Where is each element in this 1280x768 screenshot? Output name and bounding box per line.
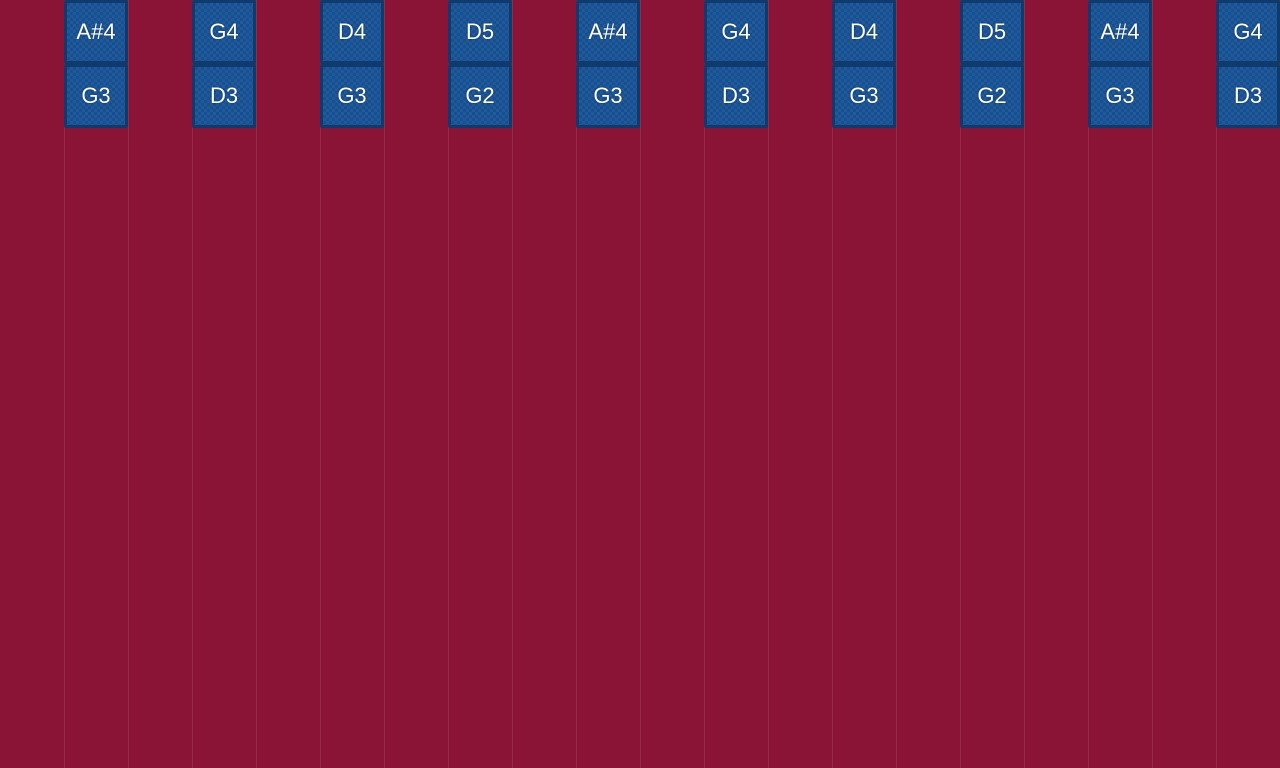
note-tile[interactable]: G3 <box>832 64 896 128</box>
column-divider <box>448 0 449 768</box>
note-label: G3 <box>81 83 111 108</box>
note-tile[interactable]: D3 <box>192 64 256 128</box>
note-label: G3 <box>337 83 367 108</box>
note-tile[interactable]: G2 <box>960 64 1024 128</box>
note-label: G2 <box>977 83 1007 108</box>
column-divider <box>128 0 129 768</box>
note-label: D3 <box>209 83 239 108</box>
note-label: G3 <box>593 83 623 108</box>
column-divider <box>960 0 961 768</box>
column-divider <box>320 0 321 768</box>
note-label: G4 <box>209 19 239 44</box>
note-tile[interactable]: G4 <box>704 0 768 64</box>
note-tile[interactable]: D3 <box>1216 64 1280 128</box>
note-label: A#4 <box>1100 19 1140 44</box>
column-divider <box>1152 0 1153 768</box>
note-tile[interactable]: A#4 <box>576 0 640 64</box>
note-label: D3 <box>721 83 751 108</box>
note-label: A#4 <box>76 19 116 44</box>
column-divider <box>896 0 897 768</box>
note-label: G3 <box>1105 83 1135 108</box>
column-divider <box>256 0 257 768</box>
column-divider <box>1216 0 1217 768</box>
note-label: D4 <box>337 19 367 44</box>
note-tile[interactable]: G4 <box>192 0 256 64</box>
note-tile[interactable]: G3 <box>64 64 128 128</box>
column-divider <box>64 0 65 768</box>
note-label: D5 <box>465 19 495 44</box>
note-tile[interactable]: D3 <box>704 64 768 128</box>
note-tile[interactable]: D5 <box>448 0 512 64</box>
column-divider <box>512 0 513 768</box>
note-tile[interactable]: G3 <box>320 64 384 128</box>
column-divider <box>768 0 769 768</box>
note-tile[interactable]: G3 <box>1088 64 1152 128</box>
note-label: G4 <box>721 19 751 44</box>
note-tile[interactable]: D4 <box>320 0 384 64</box>
note-label: G3 <box>849 83 879 108</box>
column-divider <box>192 0 193 768</box>
note-tile[interactable]: G4 <box>1216 0 1280 64</box>
column-divider <box>1088 0 1089 768</box>
note-tile[interactable]: A#4 <box>64 0 128 64</box>
note-label: G2 <box>465 83 495 108</box>
note-tile[interactable]: D5 <box>960 0 1024 64</box>
note-label: A#4 <box>588 19 628 44</box>
column-divider <box>576 0 577 768</box>
column-divider <box>704 0 705 768</box>
note-tile[interactable]: A#4 <box>1088 0 1152 64</box>
column-divider <box>1024 0 1025 768</box>
column-divider <box>640 0 641 768</box>
note-label: D4 <box>849 19 879 44</box>
note-label: D5 <box>977 19 1007 44</box>
note-label: D3 <box>1233 83 1263 108</box>
column-divider <box>384 0 385 768</box>
column-divider <box>832 0 833 768</box>
note-tile[interactable]: G2 <box>448 64 512 128</box>
note-label: G4 <box>1233 19 1263 44</box>
note-tile[interactable]: D4 <box>832 0 896 64</box>
note-tile[interactable]: G3 <box>576 64 640 128</box>
